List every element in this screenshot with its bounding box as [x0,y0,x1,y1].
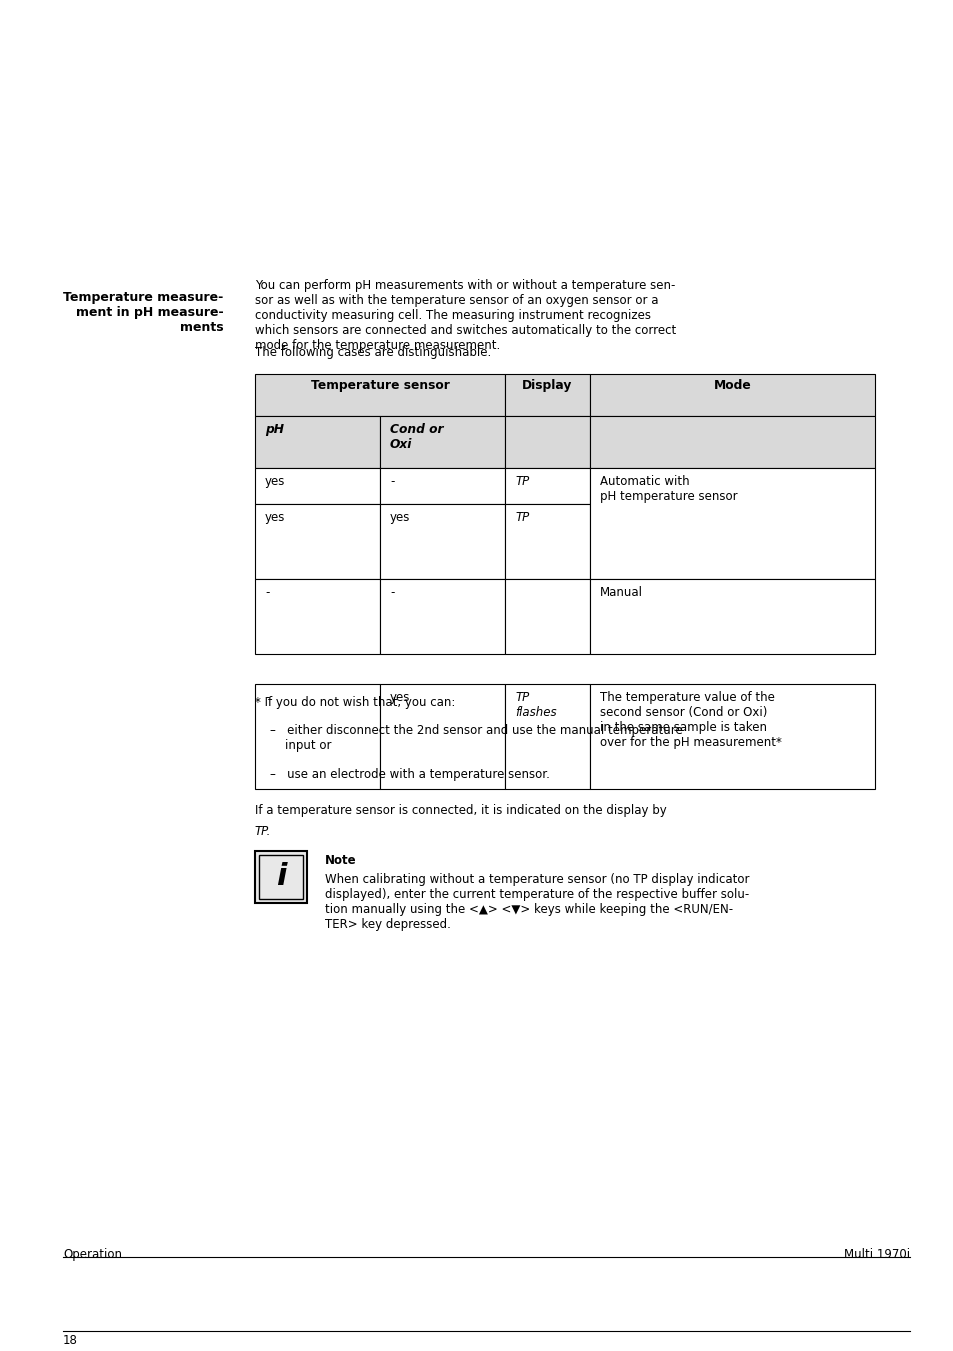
Text: Note: Note [325,854,356,866]
Text: Mode: Mode [713,378,751,392]
Text: Manual: Manual [599,586,642,598]
Text: -: - [390,586,394,598]
Bar [254,467,379,504]
Text: TP: TP [515,511,529,524]
Bar [379,467,504,504]
Text: Display: Display [521,378,572,392]
Text: -: - [265,690,269,704]
Bar [254,374,504,416]
Text: Cond or
Oxi: Cond or Oxi [390,423,443,451]
Bar [379,684,504,789]
Bar [589,416,874,467]
Text: yes: yes [390,690,410,704]
Bar [254,578,379,654]
Bar [504,504,589,578]
Text: Operation: Operation [63,1248,122,1260]
Bar [504,467,589,504]
Text: The following cases are distinguishable.: The following cases are distinguishable. [254,346,491,359]
Bar [254,684,379,789]
Text: Temperature sensor: Temperature sensor [311,378,449,392]
Bar [379,578,504,654]
Text: yes: yes [390,511,410,524]
Text: pH: pH [265,423,284,436]
Bar [589,684,874,789]
Text: * If you do not wish that, you can:: * If you do not wish that, you can: [254,696,455,709]
Text: –   use an electrode with a temperature sensor.: – use an electrode with a temperature se… [270,767,549,781]
Bar [504,416,589,467]
Text: -: - [390,474,394,488]
Bar [589,374,874,416]
Text: -: - [265,586,269,598]
Text: –   either disconnect the 2nd sensor and use the manual temperature
    input or: – either disconnect the 2nd sensor and u… [270,724,682,751]
Bar [254,416,379,467]
Text: Temperature measure-
ment in pH measure-
ments: Temperature measure- ment in pH measure-… [63,290,223,334]
Bar [254,504,379,578]
Bar [379,504,504,578]
Text: Multi 1970i: Multi 1970i [843,1248,909,1260]
Text: TP
flashes: TP flashes [515,690,556,719]
Text: TP.: TP. [254,824,271,838]
Bar [589,578,874,654]
Bar [504,374,589,416]
Text: yes: yes [265,511,285,524]
Bar [258,855,303,898]
Text: Automatic with
pH temperature sensor: Automatic with pH temperature sensor [599,474,737,503]
Bar [379,416,504,467]
Text: The temperature value of the
second sensor (Cond or Oxi)
in the same sample is t: The temperature value of the second sens… [599,690,781,748]
Bar [504,578,589,654]
Text: When calibrating without a temperature sensor (no TP display indicator
displayed: When calibrating without a temperature s… [325,873,749,931]
Bar [254,851,307,902]
Text: TP: TP [515,474,529,488]
Text: yes: yes [265,474,285,488]
Bar [504,684,589,789]
Text: If a temperature sensor is connected, it is indicated on the display by: If a temperature sensor is connected, it… [254,804,666,816]
Text: You can perform pH measurements with or without a temperature sen-
sor as well a: You can perform pH measurements with or … [254,278,676,351]
Text: 18: 18 [63,1335,78,1347]
Text: i: i [275,862,286,892]
Bar [589,467,874,578]
